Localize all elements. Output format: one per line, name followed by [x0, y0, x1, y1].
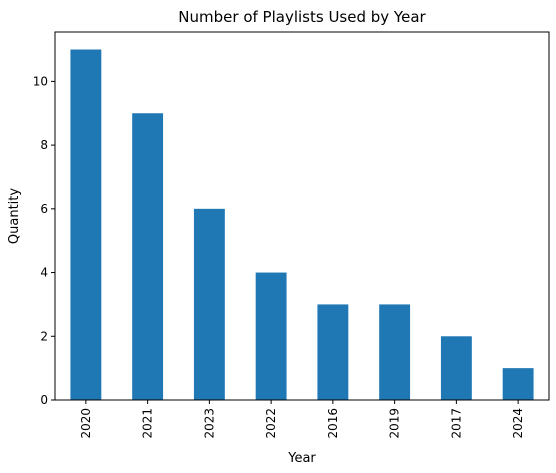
chart-title: Number of Playlists Used by Year — [178, 8, 426, 26]
x-tick-label-2021: 2021 — [141, 408, 155, 439]
y-tick-label-6: 6 — [40, 202, 48, 216]
y-tick-label-0: 0 — [40, 393, 48, 407]
y-tick-label-4: 4 — [40, 266, 48, 280]
bar-2022 — [255, 272, 287, 400]
y-tick-label-10: 10 — [33, 74, 48, 88]
x-axis-ticks: 2020 2021 2023 2022 2016 2019 2017 2024 — [79, 400, 525, 439]
x-tick-label-2020: 2020 — [79, 408, 93, 439]
bar-2020 — [70, 49, 102, 401]
bar-2016 — [317, 304, 349, 400]
x-tick-label-2016: 2016 — [326, 408, 340, 439]
x-tick-label-2017: 2017 — [449, 408, 463, 439]
bar-2017 — [440, 336, 472, 400]
x-tick-label-2024: 2024 — [511, 408, 525, 439]
bars-group — [70, 49, 534, 401]
x-tick-label-2019: 2019 — [388, 408, 402, 439]
bar-2023 — [193, 208, 225, 400]
plot-frame — [54, 31, 550, 401]
y-axis-label: Quantity — [7, 188, 22, 244]
y-tick-label-8: 8 — [40, 138, 48, 152]
bar-2024 — [502, 368, 534, 400]
x-axis-label: Year — [287, 451, 316, 466]
x-tick-label-2023: 2023 — [202, 408, 216, 439]
y-axis-ticks: 0 2 4 6 8 10 — [33, 74, 55, 407]
bar-2019 — [379, 304, 411, 400]
y-tick-label-2: 2 — [40, 329, 48, 343]
bar-2021 — [132, 113, 164, 400]
x-tick-label-2022: 2022 — [264, 408, 278, 439]
